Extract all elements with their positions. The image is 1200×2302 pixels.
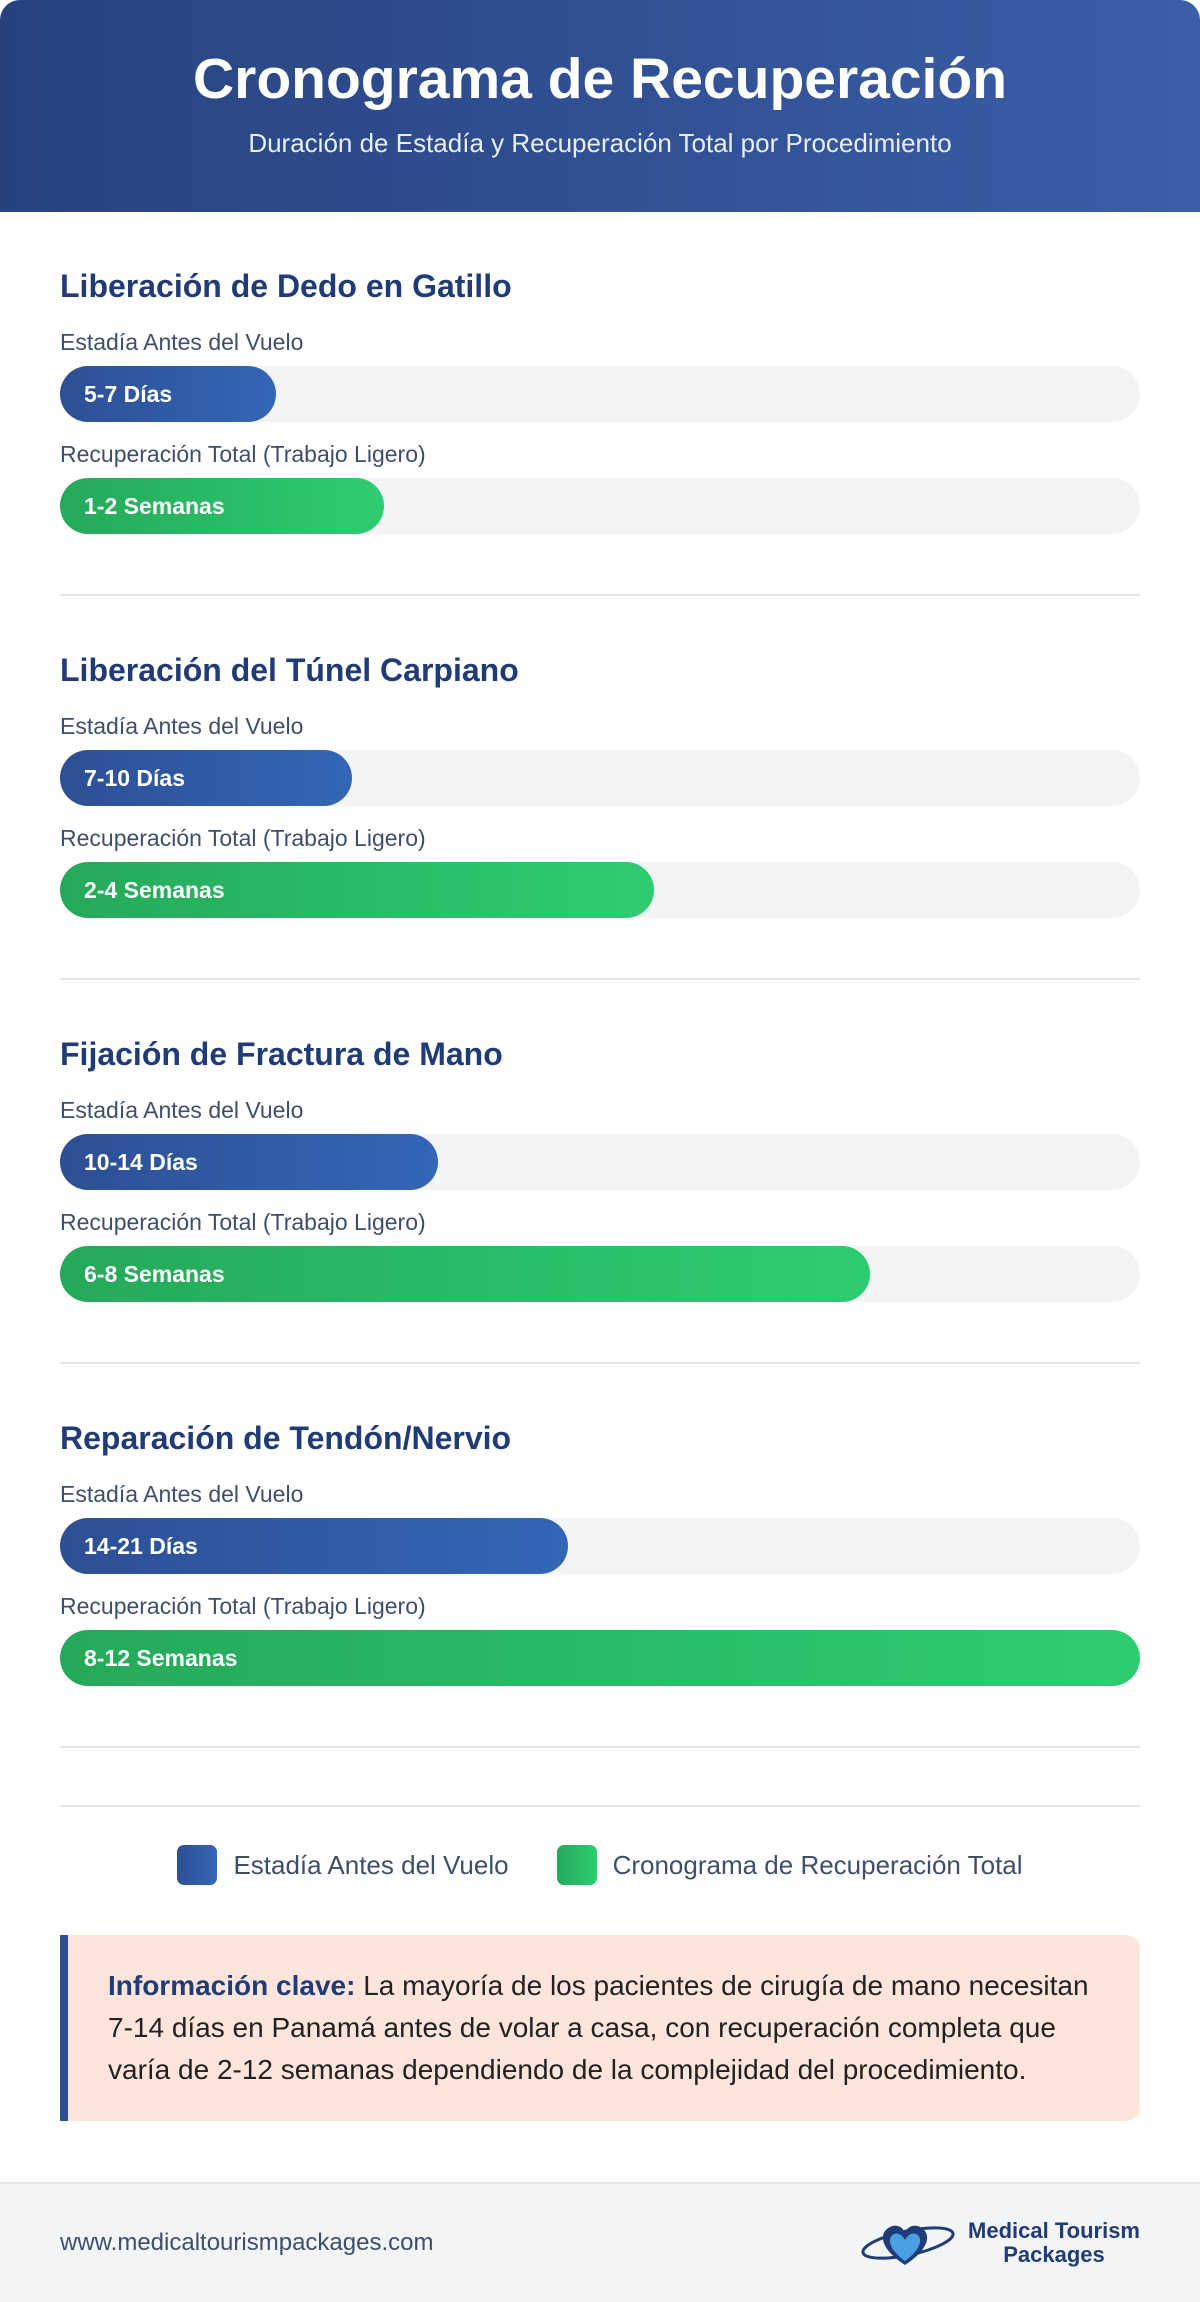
legend: Estadía Antes del Vuelo Cronograma de Rec…	[60, 1805, 1140, 1885]
bar: 5-7 Días	[60, 366, 276, 422]
legend-item: Cronograma de Recuperación Total	[556, 1845, 1023, 1885]
bar-label: Estadía Antes del Vuelo	[60, 1097, 304, 1123]
bar-track: 2-4 Semanas	[60, 862, 1140, 918]
legend-swatch	[556, 1845, 597, 1885]
subtitle: Duración de Estadía y Recuperación Total…	[248, 128, 952, 158]
footer: www.medicaltourismpackages.com Medical T…	[0, 2182, 1200, 2302]
bar: 6-8 Semanas	[60, 1246, 870, 1302]
legend-label: Cronograma de Recuperación Total	[612, 1849, 1023, 1880]
logo-icon	[861, 2225, 955, 2265]
bar: 1-2 Semanas	[60, 478, 384, 534]
header: Cronograma de Recuperación Duración de E…	[0, 0, 1200, 212]
bar: 2-4 Semanas	[60, 862, 654, 918]
title: Cronograma de Recuperación	[192, 47, 1008, 111]
procedure-name: Liberación de Dedo en Gatillo	[60, 268, 512, 304]
bar-label: Estadía Antes del Vuelo	[60, 1481, 304, 1507]
logo-text: Medical Tourism Packages	[968, 2219, 1140, 2267]
bar: 14-21 Días	[60, 1518, 568, 1574]
bar: 7-10 Días	[60, 750, 352, 806]
note-bold: Información clave:	[108, 1970, 356, 2001]
procedure-section: Liberación del Túnel Carpiano Estadía Ant…	[60, 596, 1140, 980]
main: Liberación de Dedo en Gatillo Estadía Ant…	[0, 212, 1200, 2121]
procedure-section: Reparación de Tendón/Nervio Estadía Antes…	[60, 1364, 1140, 1748]
logo-line: Medical Tourism	[968, 2218, 1140, 2243]
bar-label: Estadía Antes del Vuelo	[60, 329, 304, 355]
legend-swatch	[177, 1845, 218, 1885]
bar-track: 14-21 Días	[60, 1518, 1140, 1574]
legend-item: Estadía Antes del Vuelo	[177, 1845, 509, 1885]
procedure-name: Reparación de Tendón/Nervio	[60, 1420, 512, 1456]
procedure-name: Fijación de Fractura de Mano	[60, 1036, 503, 1072]
bar-label: Recuperación Total (Trabajo Ligero)	[60, 1209, 426, 1235]
bar-track: 8-12 Semanas	[60, 1630, 1140, 1686]
bar-label: Recuperación Total (Trabajo Ligero)	[60, 825, 426, 851]
bar-label: Recuperación Total (Trabajo Ligero)	[60, 441, 426, 467]
logo-line: Packages	[1003, 2242, 1105, 2267]
legend-label: Estadía Antes del Vuelo	[233, 1849, 509, 1880]
bar-track: 5-7 Días	[60, 366, 1140, 422]
procedure-section: Fijación de Fractura de Mano Estadía Ante…	[60, 980, 1140, 1364]
procedure-name: Liberación del Túnel Carpiano	[60, 652, 519, 688]
bar-track: 6-8 Semanas	[60, 1246, 1140, 1302]
note-text: La mayoría de los pacientes de cirugía d…	[108, 1970, 1089, 2085]
bar: 10-14 Días	[60, 1134, 438, 1190]
bar-label: Recuperación Total (Trabajo Ligero)	[60, 1593, 426, 1619]
note: Información clave: La mayoría de los pac…	[60, 1935, 1140, 2121]
bar-track: 10-14 Días	[60, 1134, 1140, 1190]
footer-url: www.medicaltourismpackages.com	[60, 2229, 434, 2256]
bar-track: 1-2 Semanas	[60, 478, 1140, 534]
procedure-section: Liberación de Dedo en Gatillo Estadía Ant…	[60, 212, 1140, 596]
bar: 8-12 Semanas	[60, 1630, 1140, 1686]
logo: Medical Tourism Packages	[860, 2215, 1140, 2271]
bar-label: Estadía Antes del Vuelo	[60, 713, 304, 739]
bar-track: 7-10 Días	[60, 750, 1140, 806]
